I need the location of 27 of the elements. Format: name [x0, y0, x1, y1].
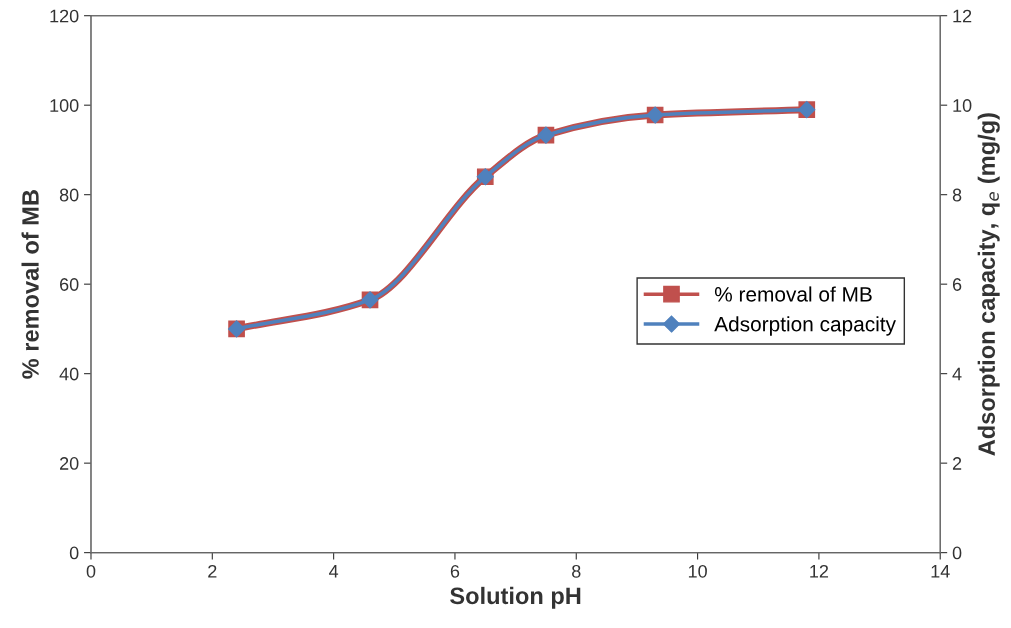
x-tick-label: 8 — [572, 564, 581, 578]
y-tick-label: 40 — [59, 367, 79, 381]
x-axis-title: Solution pH — [450, 586, 581, 609]
y-tick-label: 100 — [50, 99, 79, 112]
y2-tick-label: 0 — [952, 546, 962, 560]
x-tick-label: 14 — [931, 565, 950, 578]
x-tick-label: 6 — [450, 564, 460, 578]
legend-label: Adsorption capacity — [714, 316, 896, 336]
y-tick-label: 120 — [50, 9, 79, 23]
x-tick-label: 2 — [208, 564, 217, 578]
y2-tick-label: 4 — [952, 367, 962, 381]
y2-tick-label: 8 — [952, 188, 962, 202]
x-tick-label: 4 — [329, 565, 339, 578]
y-axis-title: % removal of MB — [21, 190, 39, 379]
y2-tick-label: 2 — [952, 457, 962, 470]
legend-label: % removal of MB — [714, 286, 872, 302]
x-tick-label: 0 — [86, 564, 96, 578]
y2-tick-label: 10 — [953, 99, 972, 112]
y-tick-label: 80 — [59, 188, 79, 202]
y-tick-label: 60 — [60, 278, 79, 291]
y-tick-label: 0 — [69, 546, 79, 560]
y2-axis-title: Adsorption capacity, q$_{e}$ (mg/g) — [977, 113, 1000, 456]
y2-tick-label: 6 — [952, 278, 962, 291]
x-tick-label: 12 — [810, 564, 829, 578]
x-tick-label: 10 — [688, 564, 707, 578]
y-tick-label: 20 — [60, 457, 79, 470]
y2-tick-label: 12 — [953, 9, 972, 23]
